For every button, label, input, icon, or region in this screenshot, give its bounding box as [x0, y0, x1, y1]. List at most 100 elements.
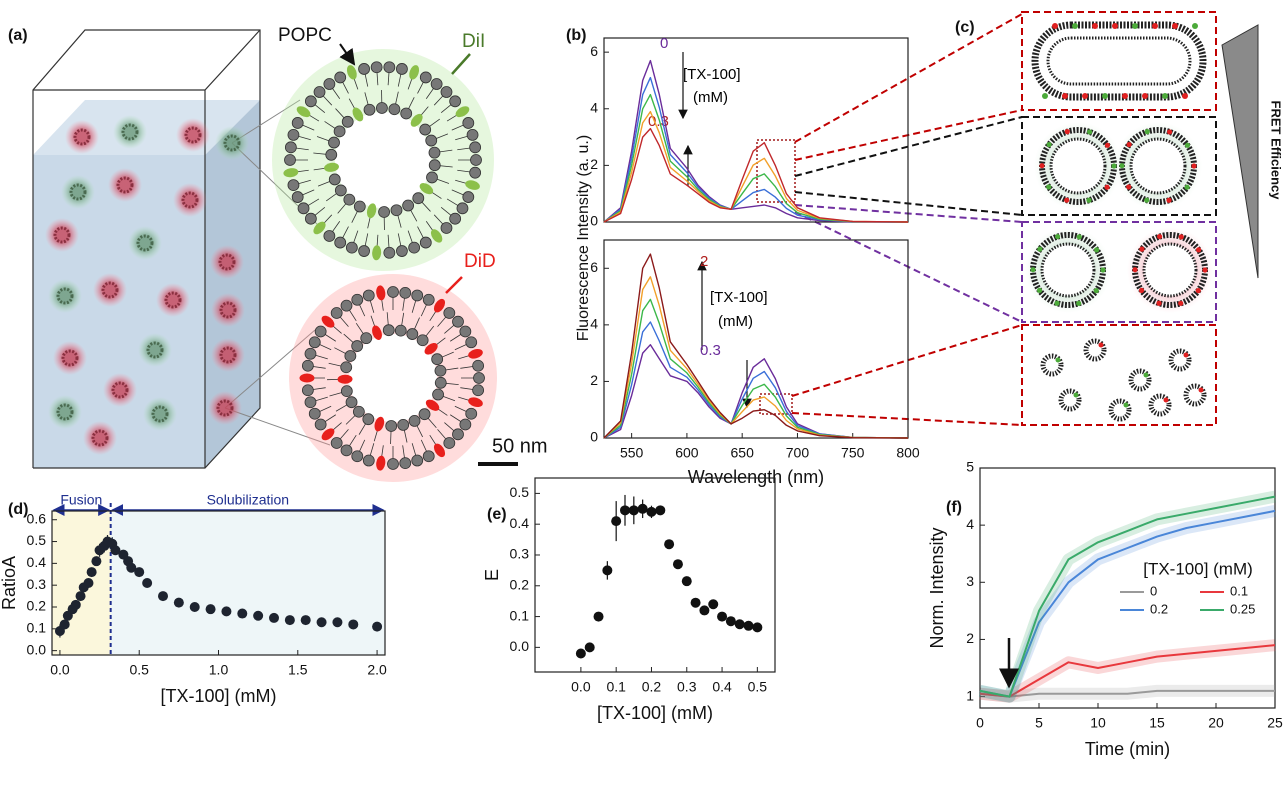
data-point	[690, 597, 701, 608]
lipid-head	[314, 418, 327, 431]
dye-head	[455, 106, 470, 118]
data-point	[59, 619, 70, 630]
dye	[1139, 246, 1145, 252]
solubilization-region	[110, 511, 386, 655]
fused-inner	[1046, 36, 1192, 86]
lipid-head	[465, 336, 478, 349]
zoom-line	[224, 407, 331, 446]
panel-label: (c)	[955, 19, 975, 36]
lipid-head	[443, 307, 456, 319]
y-tick-label: 0.1	[510, 607, 530, 623]
y-tick-label: 6	[590, 43, 598, 59]
dye	[1037, 246, 1043, 252]
vesicles	[45, 115, 249, 455]
lipid-head	[362, 289, 375, 302]
vesicle-diagrams	[272, 49, 497, 482]
x-axis-label: [TX-100] (mM)	[160, 686, 276, 706]
lipid-head	[473, 372, 485, 384]
lipid-head	[408, 414, 421, 427]
dye	[1183, 352, 1189, 358]
series-line	[979, 644, 1276, 698]
dye-head	[321, 428, 335, 441]
vesicle-inner	[1142, 242, 1198, 298]
y-tick-label: 0.0	[510, 638, 530, 654]
data-point	[611, 516, 622, 527]
lipid-head	[419, 236, 432, 249]
lipid-head	[419, 71, 432, 84]
data-point	[284, 615, 295, 626]
vesicle	[116, 176, 134, 194]
y-axis-label: RatioA	[0, 556, 19, 610]
dye	[1198, 387, 1204, 393]
dye-head	[372, 245, 382, 261]
dye	[1054, 233, 1061, 240]
y-tick-label: 0.5	[27, 532, 47, 548]
dye	[1163, 397, 1169, 403]
x-tick-label: 0.0	[50, 662, 70, 678]
lipid-head	[449, 95, 462, 108]
vesicle	[146, 341, 164, 359]
lipid-head	[385, 420, 398, 432]
x-axis-label: Wavelength (nm)	[688, 467, 824, 487]
dye	[1126, 141, 1132, 148]
dye	[1104, 142, 1111, 148]
y-tick-label: 0.1	[27, 620, 47, 636]
lipid-head	[396, 245, 408, 257]
vesicle-glow	[53, 341, 87, 375]
lipid-head	[340, 299, 353, 312]
x-tick-label: 0.4	[712, 679, 732, 695]
x-tick-label: 0.5	[129, 662, 149, 678]
data-point	[332, 617, 343, 628]
vesicle	[73, 128, 91, 146]
data-point	[348, 619, 359, 630]
annotation: (mM)	[693, 89, 728, 106]
lipid-head	[351, 450, 364, 463]
lipid-head	[351, 340, 364, 352]
series-line	[979, 689, 1275, 698]
lipid-head	[330, 437, 343, 449]
y-axis-label: Norm. Intensity	[927, 527, 947, 648]
state-box	[1021, 116, 1217, 216]
vesicle	[219, 346, 237, 364]
dye	[1055, 357, 1061, 363]
vesicle	[181, 191, 199, 209]
dye-head	[465, 180, 480, 190]
lipid-head	[383, 246, 396, 259]
lipid-head	[314, 325, 327, 338]
dye-head	[313, 221, 326, 235]
lipid-head	[418, 408, 431, 421]
lipid-head	[334, 184, 347, 197]
vesicle	[136, 234, 154, 252]
lipid-head	[383, 61, 396, 74]
y-axis-label: Fluorescence Intensity (a. u.)	[575, 135, 592, 341]
dye-head	[372, 325, 382, 340]
dye-head	[409, 65, 420, 80]
dye	[1152, 23, 1158, 29]
y-tick-label: 3	[966, 573, 974, 589]
dotted-box	[759, 393, 793, 415]
dye	[1076, 300, 1082, 306]
lipid-head	[469, 166, 482, 179]
dye-head	[321, 315, 335, 328]
legend-label: 0.25	[1230, 601, 1255, 616]
dye	[1073, 392, 1079, 398]
vesicle-glow	[210, 245, 244, 279]
y-tick-label: 4	[590, 99, 598, 115]
data-point	[708, 599, 719, 610]
lipid-head	[291, 117, 304, 129]
dye	[1195, 288, 1201, 294]
lipid-head	[301, 384, 314, 397]
annotation: 0.3	[700, 342, 721, 359]
lipid-head	[363, 103, 376, 116]
plot-frame	[603, 37, 909, 223]
y-tick-label: 4	[590, 316, 598, 332]
data-point	[699, 605, 710, 616]
x-tick-label: 0.1	[606, 679, 626, 695]
lipid-head	[334, 236, 347, 249]
arrow	[445, 276, 463, 294]
vesicle-glow	[83, 421, 117, 455]
dye	[1076, 234, 1082, 240]
vesicle-glow	[173, 183, 207, 217]
lipid-head	[459, 325, 472, 338]
vesicle	[56, 403, 74, 421]
